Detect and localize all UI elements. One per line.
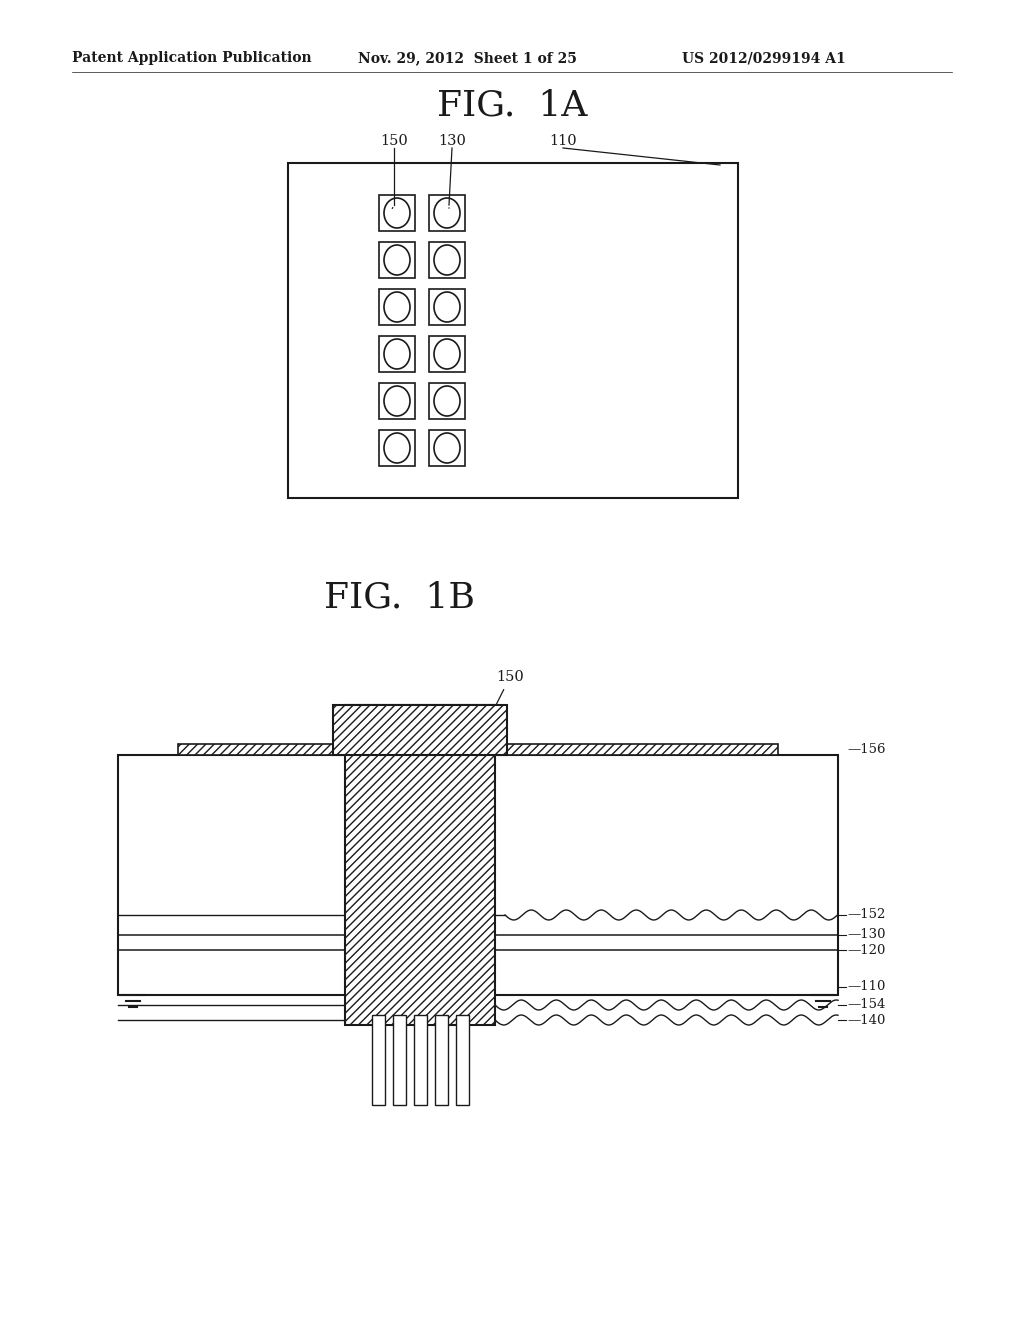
Text: —110: —110 bbox=[847, 981, 886, 994]
Bar bbox=[429, 195, 465, 231]
Text: Nov. 29, 2012  Sheet 1 of 25: Nov. 29, 2012 Sheet 1 of 25 bbox=[358, 51, 577, 65]
Text: —120: —120 bbox=[847, 944, 886, 957]
Ellipse shape bbox=[434, 385, 460, 416]
Bar bbox=[507, 744, 778, 755]
Bar bbox=[434, 1015, 447, 1105]
Text: —154: —154 bbox=[847, 998, 886, 1011]
Text: —156: —156 bbox=[847, 743, 886, 756]
Ellipse shape bbox=[434, 292, 460, 322]
Ellipse shape bbox=[384, 246, 410, 275]
Bar bbox=[379, 337, 415, 372]
Text: 130: 130 bbox=[438, 135, 466, 148]
Ellipse shape bbox=[384, 198, 410, 228]
Text: Patent Application Publication: Patent Application Publication bbox=[72, 51, 311, 65]
Bar bbox=[429, 289, 465, 325]
Text: US 2012/0299194 A1: US 2012/0299194 A1 bbox=[682, 51, 846, 65]
Text: FIG.  1A: FIG. 1A bbox=[437, 88, 587, 121]
Bar bbox=[414, 1015, 427, 1105]
Bar bbox=[429, 430, 465, 466]
Text: —130: —130 bbox=[847, 928, 886, 941]
Bar bbox=[379, 383, 415, 418]
Text: FIG.  1B: FIG. 1B bbox=[325, 581, 475, 615]
Ellipse shape bbox=[384, 292, 410, 322]
Bar bbox=[392, 1015, 406, 1105]
Ellipse shape bbox=[384, 339, 410, 370]
Bar bbox=[379, 289, 415, 325]
Text: —152: —152 bbox=[847, 908, 886, 921]
Bar bbox=[429, 337, 465, 372]
Bar bbox=[379, 242, 415, 279]
Ellipse shape bbox=[384, 433, 410, 463]
Bar bbox=[379, 195, 415, 231]
Ellipse shape bbox=[434, 246, 460, 275]
Ellipse shape bbox=[384, 385, 410, 416]
Bar bbox=[429, 383, 465, 418]
Bar bbox=[345, 705, 495, 1026]
Bar bbox=[333, 705, 507, 755]
Ellipse shape bbox=[434, 433, 460, 463]
Bar bbox=[288, 162, 738, 498]
Text: 150: 150 bbox=[380, 135, 408, 148]
Bar bbox=[429, 242, 465, 279]
Bar bbox=[372, 1015, 384, 1105]
Ellipse shape bbox=[434, 198, 460, 228]
Text: 110: 110 bbox=[549, 135, 577, 148]
Ellipse shape bbox=[434, 339, 460, 370]
Text: 150: 150 bbox=[496, 671, 524, 684]
Bar bbox=[456, 1015, 469, 1105]
Text: —140: —140 bbox=[847, 1014, 886, 1027]
Bar bbox=[379, 430, 415, 466]
Bar bbox=[118, 755, 838, 995]
Bar bbox=[178, 744, 333, 755]
